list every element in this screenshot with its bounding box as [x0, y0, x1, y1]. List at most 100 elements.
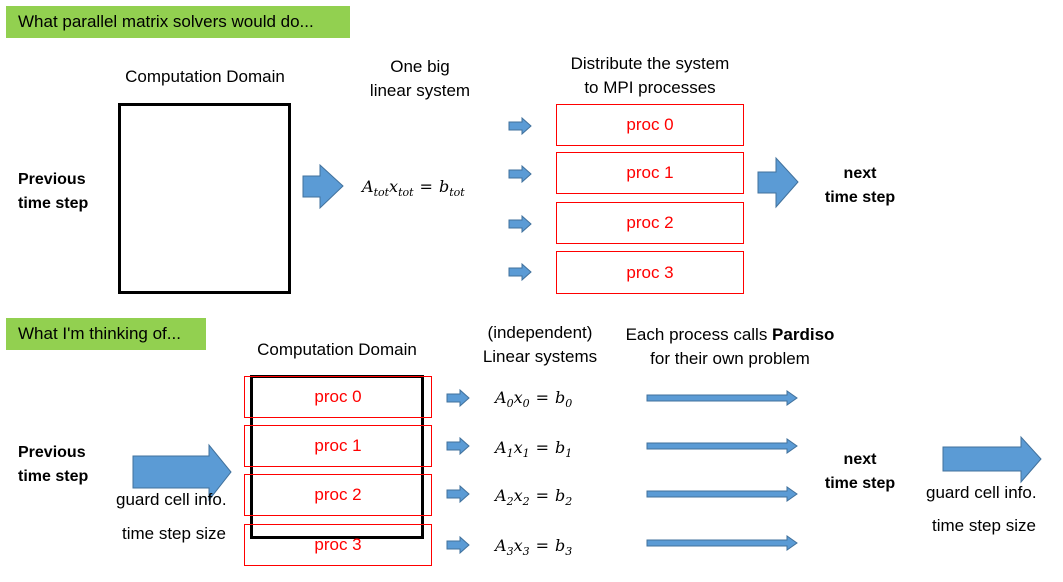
top-proc-2: proc 2	[556, 202, 744, 244]
label-line: time step	[824, 189, 896, 206]
label-line: Linear systems	[482, 347, 598, 366]
top-proc-3: proc 3	[556, 251, 744, 294]
eq-a: A	[495, 438, 507, 457]
bottom-proc-2: proc 2	[244, 474, 432, 516]
time-step-size-label: time step size	[122, 524, 226, 543]
arrow-right-icon	[942, 435, 1042, 484]
pardiso-label: Each process calls Pardiso for their own…	[610, 323, 850, 371]
label-line: time step	[18, 468, 89, 485]
arrow-right-icon	[446, 388, 470, 408]
long-arrow-icon	[646, 535, 798, 551]
eq-b: b	[438, 177, 450, 196]
eq-sub: tot	[373, 186, 390, 200]
top-domain-label: Computation Domain	[125, 67, 285, 86]
eq-op: =	[535, 486, 549, 505]
eq-sub: 1	[565, 447, 573, 461]
arrow-right-icon	[446, 436, 470, 456]
eq-b: b	[555, 536, 566, 555]
arrow-right-icon	[508, 164, 532, 184]
eq-sub: 2	[565, 495, 573, 509]
equation-1: A1x1 = b1	[495, 436, 572, 466]
eq-op: =	[535, 388, 549, 407]
eq-a: A	[495, 536, 507, 555]
total-equation: Atotxtot = btot	[362, 175, 465, 205]
label-line: time step	[824, 475, 896, 492]
independent-label: (independent) Linear systems	[470, 321, 610, 369]
arrow-right-icon	[446, 484, 470, 504]
arrow-right-icon	[302, 163, 344, 210]
eq-sub: 1	[506, 447, 514, 461]
long-arrow-icon	[646, 486, 798, 502]
eq-sub: 3	[565, 545, 573, 559]
eq-sub: 3	[506, 545, 514, 559]
label-line: next	[843, 165, 877, 182]
previous-line: time step	[18, 195, 89, 212]
label-line: Previous	[18, 444, 86, 461]
eq-x: x	[513, 486, 523, 505]
long-arrow-icon	[646, 438, 798, 454]
eq-sub: tot	[398, 186, 414, 200]
label-line: linear system	[369, 81, 471, 100]
top-computation-domain	[118, 103, 291, 294]
eq-op: =	[535, 438, 549, 457]
eq-op: =	[535, 536, 549, 555]
bottom-domain-label: Computation Domain	[257, 340, 417, 359]
eq-sub: 2	[506, 495, 514, 509]
arrow-right-icon	[757, 156, 799, 209]
label-text: Each process calls	[625, 325, 773, 344]
arrow-right-icon	[132, 443, 232, 502]
label-line: (independent)	[487, 323, 593, 342]
arrow-right-icon	[508, 214, 532, 234]
long-arrow-icon	[646, 390, 798, 406]
guard-cell-label: guard cell info.	[116, 490, 227, 509]
bottom-banner: What I'm thinking of...	[6, 318, 206, 350]
eq-b: b	[555, 486, 566, 505]
bottom-next-label: next time step	[810, 448, 910, 496]
one-big-label: One big linear system	[350, 55, 490, 103]
bottom-proc-0: proc 0	[244, 376, 432, 418]
eq-op: =	[419, 177, 433, 196]
equation-2: A2x2 = b2	[495, 484, 572, 514]
label-line: to MPI processes	[584, 78, 716, 97]
eq-x: x	[513, 388, 523, 407]
bottom-proc-3: proc 3	[244, 524, 432, 566]
eq-x: x	[513, 438, 523, 457]
bottom-previous-label: Previous time step	[18, 441, 88, 489]
eq-a: A	[362, 177, 374, 196]
label-line: next	[843, 451, 877, 468]
time-step-size-right-label: time step size	[932, 516, 1036, 535]
eq-sub: tot	[449, 186, 465, 200]
arrow-right-icon	[508, 116, 532, 136]
eq-x: x	[513, 536, 523, 555]
equation-3: A3x3 = b3	[495, 534, 572, 564]
guard-cell-right-label: guard cell info.	[926, 483, 1037, 502]
distribute-label: Distribute the system to MPI processes	[550, 52, 750, 100]
arrow-right-icon	[508, 262, 532, 282]
eq-a: A	[495, 486, 507, 505]
eq-sub: 3	[522, 545, 530, 559]
previous-line: Previous	[18, 171, 86, 188]
label-line: Distribute the system	[570, 54, 730, 73]
top-banner: What parallel matrix solvers would do...	[6, 6, 350, 38]
eq-sub: 1	[522, 447, 530, 461]
label-line: Each process calls Pardiso	[610, 323, 850, 347]
top-proc-0: proc 0	[556, 104, 744, 146]
label-line: One big	[390, 57, 450, 76]
arrow-right-icon	[446, 535, 470, 555]
eq-sub: 0	[506, 397, 514, 411]
eq-sub: 0	[565, 397, 573, 411]
top-previous-label: Previous time step	[18, 168, 88, 216]
top-proc-1: proc 1	[556, 152, 744, 194]
eq-sub: 2	[522, 495, 530, 509]
eq-b: b	[555, 388, 566, 407]
equation-0: A0x0 = b0	[495, 386, 572, 416]
eq-b: b	[555, 438, 566, 457]
eq-sub: 0	[522, 397, 530, 411]
eq-a: A	[495, 388, 507, 407]
top-next-label: next time step	[810, 162, 910, 210]
label-line: for their own problem	[650, 349, 810, 368]
pardiso-name: Pardiso	[772, 325, 835, 344]
eq-x: x	[389, 177, 399, 196]
